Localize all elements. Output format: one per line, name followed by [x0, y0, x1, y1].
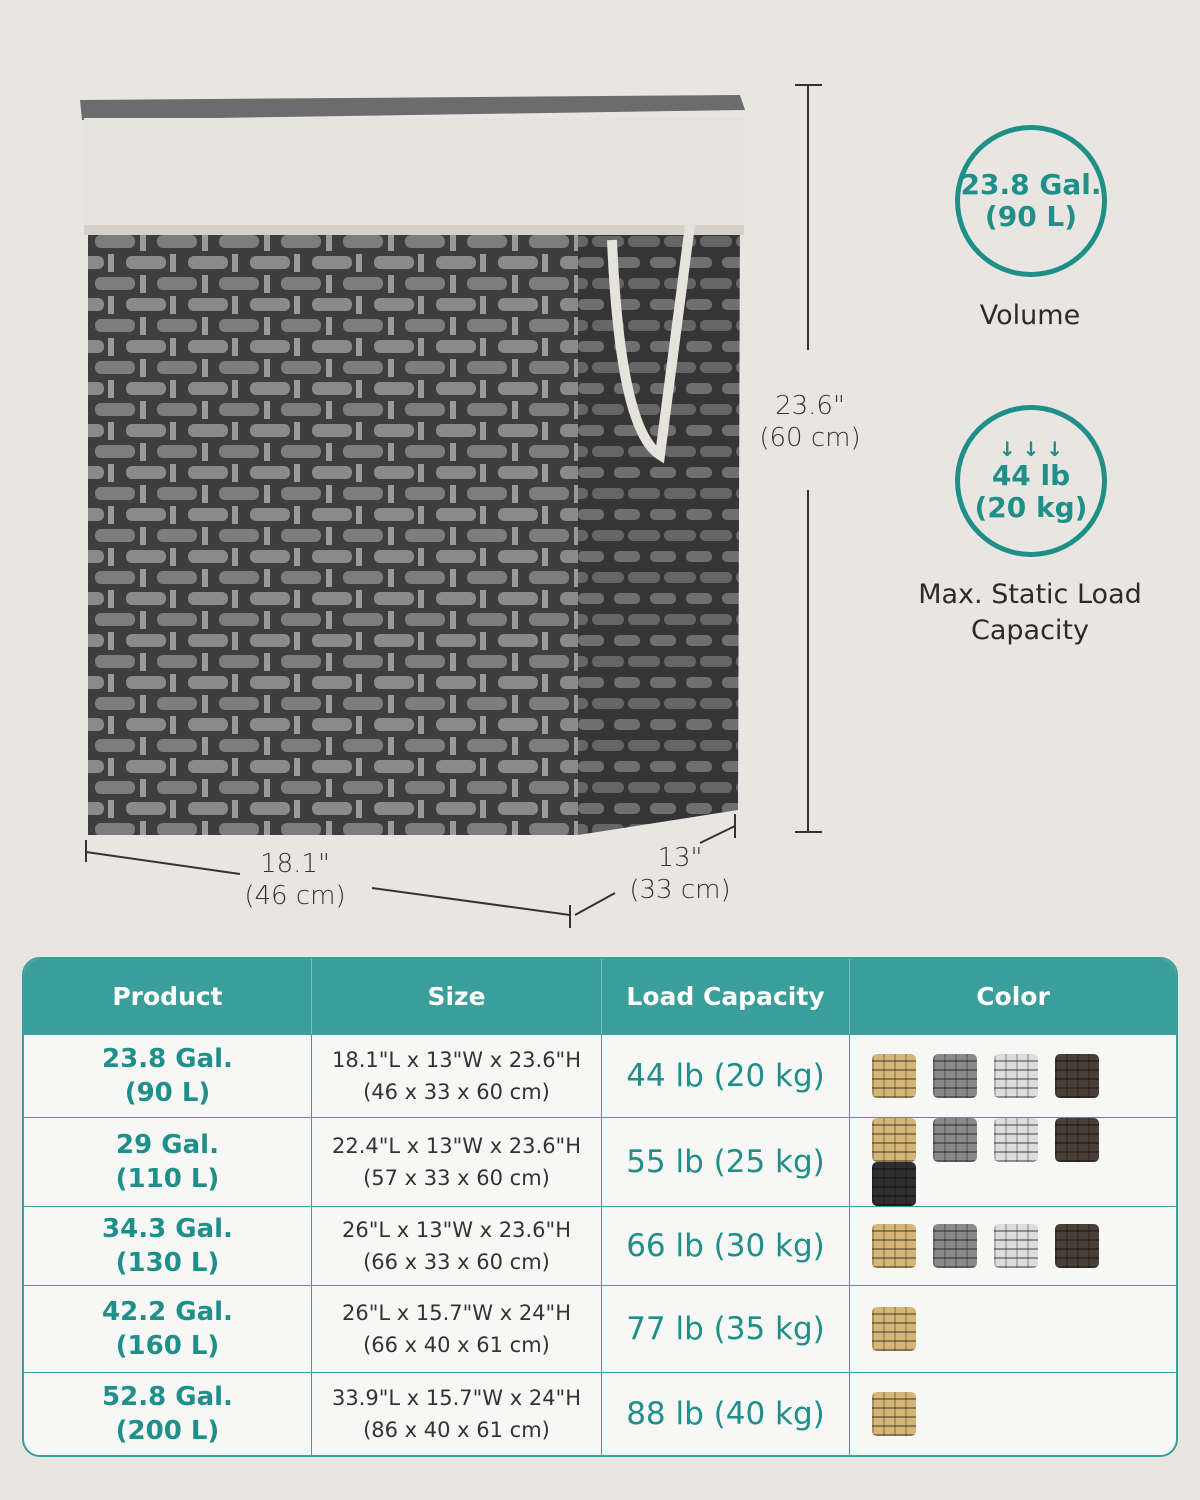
load-cell: 66 lb (30 kg) — [602, 1206, 850, 1285]
product-cell: 29 Gal. (110 L) — [24, 1117, 312, 1206]
load-kg: (20 kg) — [974, 491, 1088, 524]
width-inches: 13" — [657, 843, 703, 873]
product-cell: 34.3 Gal. (130 L) — [24, 1206, 312, 1285]
color-swatch-black — [872, 1162, 916, 1206]
product-liters: (200 L) — [115, 1416, 220, 1446]
load-caption-line1: Max. Static Load — [918, 579, 1142, 610]
product-gallons: 23.8 Gal. — [102, 1044, 233, 1074]
color-swatch-white — [994, 1054, 1038, 1098]
header-color: Color — [850, 959, 1176, 1034]
color-swatch-white — [994, 1118, 1038, 1162]
product-liters: (160 L) — [115, 1331, 220, 1361]
color-swatch-brown — [1055, 1224, 1099, 1268]
product-cell: 52.8 Gal. (200 L) — [24, 1372, 312, 1455]
size-cm: (57 x 33 x 60 cm) — [363, 1166, 550, 1190]
product-gallons: 29 Gal. — [116, 1130, 219, 1160]
length-cm: (46 cm) — [244, 881, 346, 911]
length-inches: 18.1" — [260, 849, 330, 879]
load-caption: Max. Static Load Capacity — [890, 577, 1170, 649]
color-swatch-gray — [933, 1118, 977, 1162]
size-cell: 22.4"L x 13"W x 23.6"H (57 x 33 x 60 cm) — [312, 1117, 602, 1206]
color-swatch-gray — [933, 1054, 977, 1098]
laundry-hamper-image — [80, 84, 822, 928]
size-cell: 26"L x 13"W x 23.6"H (66 x 33 x 60 cm) — [312, 1206, 602, 1285]
volume-gal: 23.8 Gal. — [960, 168, 1102, 201]
down-arrows-icon: ↓ ↓ ↓ — [998, 437, 1064, 461]
product-liters: (130 L) — [115, 1248, 220, 1278]
color-swatch-natural — [872, 1118, 916, 1162]
size-inches: 22.4"L x 13"W x 23.6"H — [331, 1134, 582, 1158]
header-load-capacity: Load Capacity — [602, 959, 850, 1034]
table-row: 29 Gal. (110 L) 22.4"L x 13"W x 23.6"H (57… — [24, 1117, 1176, 1206]
color-cell — [850, 1285, 1176, 1372]
product-cell: 42.2 Gal. (160 L) — [24, 1285, 312, 1372]
height-inches: 23.6" — [775, 391, 845, 421]
color-swatch-natural — [872, 1054, 916, 1098]
color-cell — [850, 1372, 1176, 1455]
height-dimension: 23.6" (60 cm) — [740, 390, 880, 454]
product-liters: (110 L) — [115, 1164, 220, 1194]
size-inches: 33.9"L x 15.7"W x 24"H — [331, 1386, 582, 1410]
color-swatch-natural — [872, 1392, 916, 1436]
product-gallons: 42.2 Gal. — [102, 1297, 233, 1327]
color-swatch-brown — [1055, 1118, 1099, 1162]
table-row: 34.3 Gal. (130 L) 26"L x 13"W x 23.6"H (66… — [24, 1206, 1176, 1285]
color-swatch-natural — [872, 1307, 916, 1351]
product-gallons: 52.8 Gal. — [102, 1382, 233, 1412]
color-swatch-natural — [872, 1224, 916, 1268]
size-cm: (66 x 40 x 61 cm) — [363, 1333, 550, 1357]
size-cell: 18.1"L x 13"W x 23.6"H (46 x 33 x 60 cm) — [312, 1034, 602, 1117]
product-gallons: 34.3 Gal. — [102, 1214, 233, 1244]
size-cm: (46 x 33 x 60 cm) — [363, 1080, 550, 1104]
size-cm: (86 x 40 x 61 cm) — [363, 1418, 550, 1442]
product-liters: (90 L) — [124, 1078, 211, 1108]
color-swatch-brown — [1055, 1054, 1099, 1098]
size-inches: 26"L x 15.7"W x 24"H — [342, 1301, 571, 1325]
size-cell: 26"L x 15.7"W x 24"H (66 x 40 x 61 cm) — [312, 1285, 602, 1372]
size-inches: 26"L x 13"W x 23.6"H — [342, 1218, 571, 1242]
size-inches: 18.1"L x 13"W x 23.6"H — [331, 1048, 582, 1072]
table-row: 42.2 Gal. (160 L) 26"L x 15.7"W x 24"H (66… — [24, 1285, 1176, 1372]
volume-badge: 23.8 Gal. (90 L) — [955, 125, 1107, 277]
size-cell: 33.9"L x 15.7"W x 24"H (86 x 40 x 61 cm) — [312, 1372, 602, 1455]
load-cell: 77 lb (35 kg) — [602, 1285, 850, 1372]
volume-liters: (90 L) — [984, 200, 1078, 233]
product-cell: 23.8 Gal. (90 L) — [24, 1034, 312, 1117]
load-caption-line2: Capacity — [971, 615, 1089, 646]
color-cell — [850, 1034, 1176, 1117]
color-swatch-white — [994, 1224, 1038, 1268]
load-cell: 44 lb (20 kg) — [602, 1034, 850, 1117]
load-badge: ↓ ↓ ↓ 44 lb (20 kg) — [955, 405, 1107, 557]
table-row: 52.8 Gal. (200 L) 33.9"L x 15.7"W x 24"H (… — [24, 1372, 1176, 1455]
color-cell — [850, 1206, 1176, 1285]
size-comparison-table: Product Size Load Capacity Color 23.8 Ga… — [22, 957, 1178, 1457]
color-swatch-gray — [933, 1224, 977, 1268]
load-cell: 88 lb (40 kg) — [602, 1372, 850, 1455]
width-cm: (33 cm) — [629, 875, 731, 905]
size-cm: (66 x 33 x 60 cm) — [363, 1250, 550, 1274]
load-lb: 44 lb — [991, 459, 1071, 492]
table-row: 23.8 Gal. (90 L) 18.1"L x 13"W x 23.6"H (4… — [24, 1034, 1176, 1117]
volume-caption: Volume — [979, 300, 1081, 331]
load-cell: 55 lb (25 kg) — [602, 1117, 850, 1206]
height-cm: (60 cm) — [759, 423, 861, 453]
header-product: Product — [24, 959, 312, 1034]
width-dimension: 13" (33 cm) — [610, 842, 750, 906]
header-size: Size — [312, 959, 602, 1034]
color-cell — [850, 1117, 1176, 1206]
length-dimension: 18.1" (46 cm) — [225, 848, 365, 912]
